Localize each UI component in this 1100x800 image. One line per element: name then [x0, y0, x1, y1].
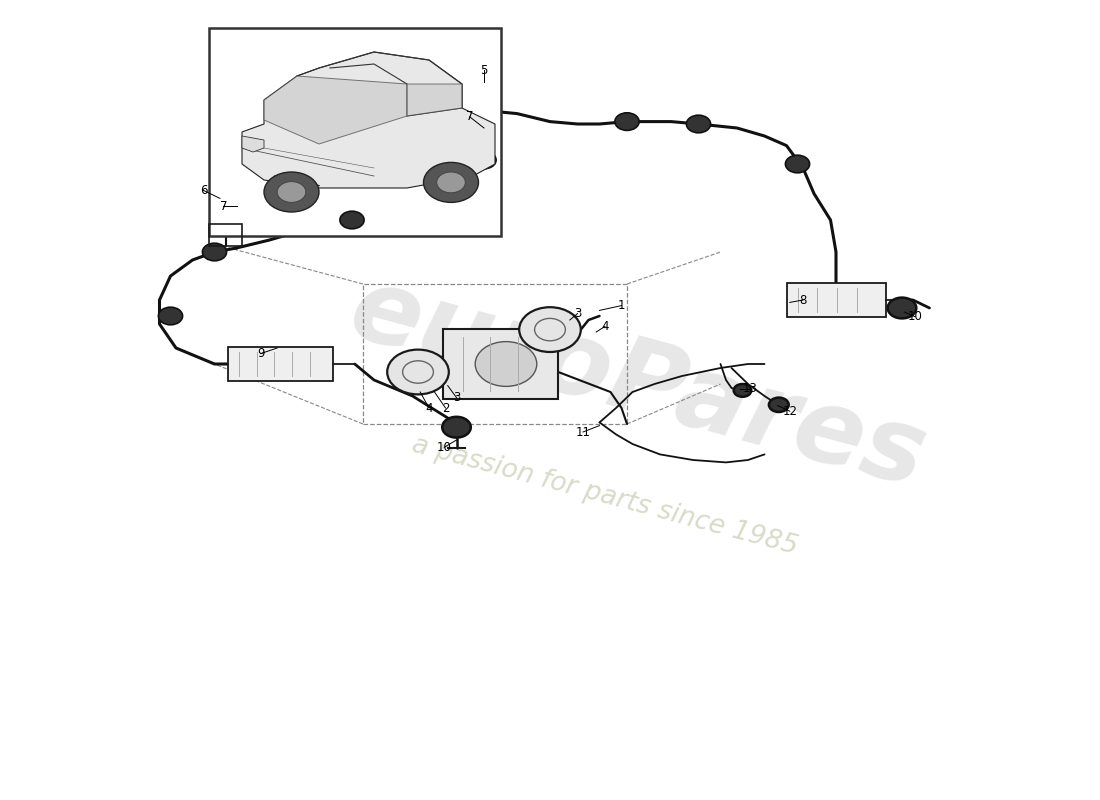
Circle shape — [686, 115, 711, 133]
Circle shape — [424, 162, 478, 202]
Circle shape — [264, 172, 319, 212]
Text: 6: 6 — [200, 184, 207, 197]
Text: 4: 4 — [602, 320, 608, 333]
Text: 8: 8 — [800, 294, 806, 306]
Bar — [229, 347, 332, 381]
Polygon shape — [407, 84, 462, 116]
Circle shape — [519, 307, 581, 352]
Circle shape — [734, 384, 751, 397]
Polygon shape — [242, 136, 264, 152]
Circle shape — [387, 350, 449, 394]
Text: 4: 4 — [426, 402, 432, 414]
Bar — [786, 283, 886, 317]
Text: 11: 11 — [575, 426, 591, 438]
Circle shape — [422, 115, 447, 133]
Text: 13: 13 — [742, 382, 758, 395]
Text: 7: 7 — [466, 110, 473, 123]
Text: 3: 3 — [574, 307, 581, 320]
Circle shape — [615, 113, 639, 130]
Circle shape — [888, 298, 916, 318]
Circle shape — [769, 398, 789, 412]
Circle shape — [475, 342, 537, 386]
Circle shape — [437, 172, 465, 193]
Text: 9: 9 — [257, 347, 264, 360]
Text: 12: 12 — [782, 405, 797, 418]
Circle shape — [442, 417, 471, 438]
Text: 3: 3 — [453, 391, 460, 404]
Text: 7: 7 — [220, 200, 227, 213]
Circle shape — [202, 243, 227, 261]
Text: 10: 10 — [437, 441, 452, 454]
Circle shape — [472, 151, 496, 169]
Text: 2: 2 — [442, 402, 449, 414]
Text: 1: 1 — [618, 299, 625, 312]
Text: 10: 10 — [908, 310, 923, 323]
Circle shape — [785, 155, 810, 173]
Bar — [442, 329, 558, 399]
Bar — [209, 224, 242, 246]
Text: 5: 5 — [481, 64, 487, 77]
Bar — [209, 28, 500, 236]
Polygon shape — [242, 52, 495, 188]
Circle shape — [340, 211, 364, 229]
Circle shape — [158, 307, 183, 325]
Text: a passion for parts since 1985: a passion for parts since 1985 — [409, 432, 801, 560]
Circle shape — [277, 182, 306, 202]
Polygon shape — [264, 76, 407, 144]
Text: euroPares: euroPares — [339, 258, 937, 510]
Bar — [363, 284, 627, 424]
